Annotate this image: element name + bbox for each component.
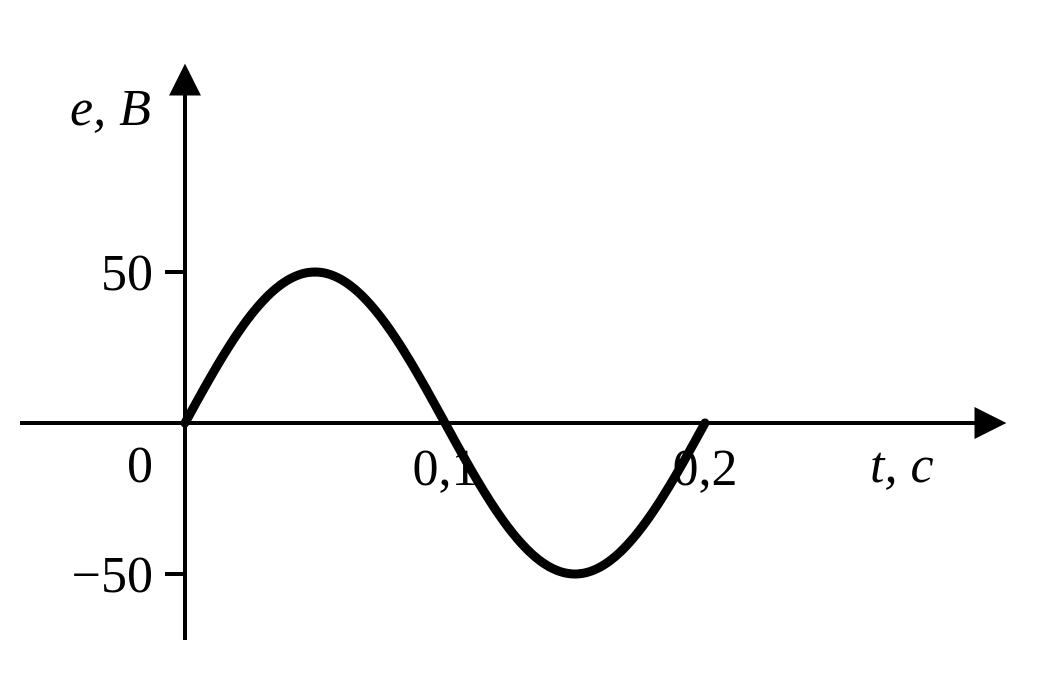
y-tick-label: −50: [72, 547, 153, 604]
y-axis-label: e, B: [70, 80, 151, 137]
emf-sine-chart: e, B t, c 0 50 −50 0,1 0,2: [0, 0, 1051, 693]
x-tick-label: 0,1: [413, 440, 478, 497]
origin-label: 0: [127, 437, 153, 494]
x-axis-label: t, c: [870, 437, 934, 494]
x-tick-labels: 0,1 0,2: [413, 440, 738, 497]
x-tick-label: 0,2: [673, 440, 738, 497]
y-tick-label: 50: [101, 245, 153, 302]
